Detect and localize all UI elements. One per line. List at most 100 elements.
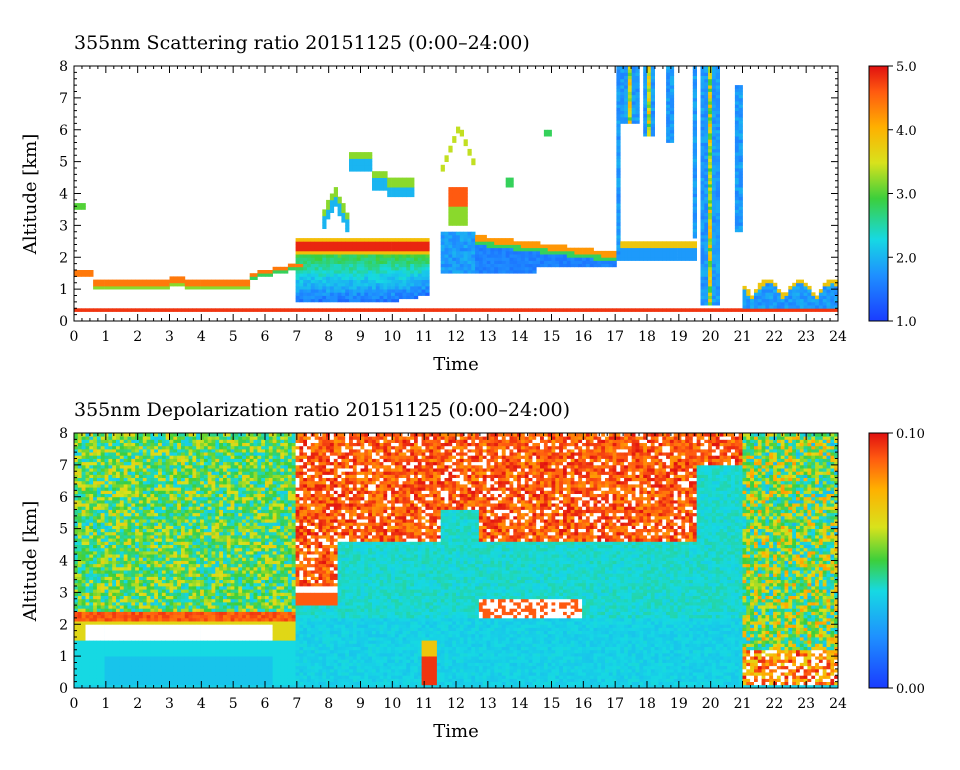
heatmap-cell: [448, 257, 453, 261]
heatmap-cell: [551, 308, 556, 312]
heatmap-cell: [74, 608, 79, 612]
heatmap-cell: [138, 589, 144, 593]
heatmap-cell: [200, 279, 205, 284]
heatmap-cell: [738, 145, 743, 150]
heatmap-cell: [490, 308, 495, 312]
heatmap-cell: [715, 190, 720, 194]
heatmap-cell: [639, 308, 644, 312]
heatmap-cell: [414, 241, 419, 245]
heatmap-cell: [108, 490, 113, 494]
heatmap-cell: [100, 471, 105, 475]
heatmap-cell: [93, 608, 98, 612]
heatmap-cell: [536, 250, 541, 255]
heatmap-cell: [402, 308, 407, 312]
heatmap-cell: [131, 487, 136, 491]
heatmap-cell: [280, 308, 285, 312]
heatmap-cell: [104, 589, 109, 593]
heatmap-cell: [318, 266, 323, 271]
heatmap-cell: [467, 152, 472, 156]
heatmap-cell: [352, 247, 358, 252]
heatmap-cell: [119, 538, 124, 542]
heatmap-cell: [647, 110, 652, 115]
heatmap-cell: [131, 617, 136, 622]
heatmap-cell: [372, 174, 377, 178]
heatmap-cell: [318, 273, 323, 277]
heatmap-cell: [368, 247, 373, 252]
heatmap-cell: [314, 241, 319, 245]
heatmap-cell: [127, 493, 132, 498]
heatmap-cell: [74, 515, 79, 520]
heatmap-cell: [444, 250, 449, 255]
heatmap-cell: [669, 94, 675, 99]
heatmap-cell: [146, 656, 151, 660]
heatmap-cell: [708, 228, 713, 233]
heatmap-cell: [731, 308, 736, 312]
heatmap-cell: [582, 263, 587, 268]
heatmap-cell: [708, 285, 713, 290]
heatmap-cell: [154, 506, 159, 510]
heatmap-cell: [372, 254, 377, 258]
heatmap-cell: [74, 554, 79, 558]
heatmap-cell: [711, 282, 717, 287]
heatmap-cell: [509, 263, 514, 268]
heatmap-cell: [356, 292, 361, 296]
heatmap-cell: [127, 452, 132, 456]
heatmap-cell: [440, 250, 445, 255]
heatmap-cell: [89, 637, 94, 641]
heatmap-cell: [360, 161, 365, 166]
heatmap-cell: [391, 190, 396, 194]
heatmap-cell: [104, 586, 109, 590]
heatmap-cell: [578, 257, 583, 261]
heatmap-cell: [100, 477, 105, 482]
heatmap-cell: [89, 471, 94, 475]
heatmap-cell: [131, 442, 136, 447]
heatmap-cell: [142, 617, 147, 622]
heatmap-cell: [329, 247, 335, 252]
heatmap-cell: [142, 675, 147, 679]
heatmap-cell: [406, 289, 411, 293]
heatmap-cell: [578, 263, 583, 268]
heatmap-cell: [616, 117, 621, 121]
heatmap-cell: [605, 250, 610, 255]
heatmap-cell: [803, 282, 808, 287]
heatmap-cell: [135, 563, 140, 568]
heatmap-cell: [93, 563, 98, 568]
heatmap-cell: [322, 266, 327, 271]
heatmap-cell: [135, 279, 140, 284]
heatmap-cell: [368, 161, 373, 166]
heatmap-cell: [77, 461, 82, 466]
heatmap-cell: [692, 69, 697, 73]
heatmap-cell: [154, 496, 159, 501]
heatmap-cell: [830, 301, 835, 306]
heatmap-cell: [329, 203, 335, 207]
heatmap-cell: [761, 285, 766, 290]
y-axis-label: Altitude [km]: [20, 134, 41, 256]
heatmap-cell: [368, 273, 373, 277]
heatmap-cell: [616, 85, 621, 89]
heatmap-cell: [711, 123, 717, 127]
heatmap-cell: [310, 238, 315, 242]
heatmap-cell: [161, 684, 167, 688]
heatmap-cell: [513, 254, 518, 258]
heatmap-cell: [127, 560, 132, 565]
heatmap-cell: [276, 266, 281, 271]
heatmap-cell: [131, 595, 136, 600]
heatmap-cell: [478, 263, 484, 268]
heatmap-cell: [108, 662, 113, 667]
heatmap-cell: [585, 254, 591, 258]
heatmap-cell: [715, 228, 720, 233]
heatmap-cell: [715, 301, 720, 306]
heatmap-cell: [100, 544, 105, 549]
heatmap-cell: [245, 279, 251, 284]
heatmap-cell: [368, 260, 373, 264]
heatmap-cell: [322, 260, 327, 264]
heatmap-cell: [154, 547, 159, 552]
heatmap-cell: [803, 305, 808, 309]
heatmap-cell: [211, 282, 216, 287]
heatmap-cell: [383, 177, 388, 182]
heatmap-cell: [509, 247, 514, 252]
heatmap-cell: [326, 295, 331, 300]
heatmap-cell: [74, 452, 79, 456]
heatmap-cell: [158, 490, 163, 494]
heatmap-cell: [704, 152, 709, 156]
